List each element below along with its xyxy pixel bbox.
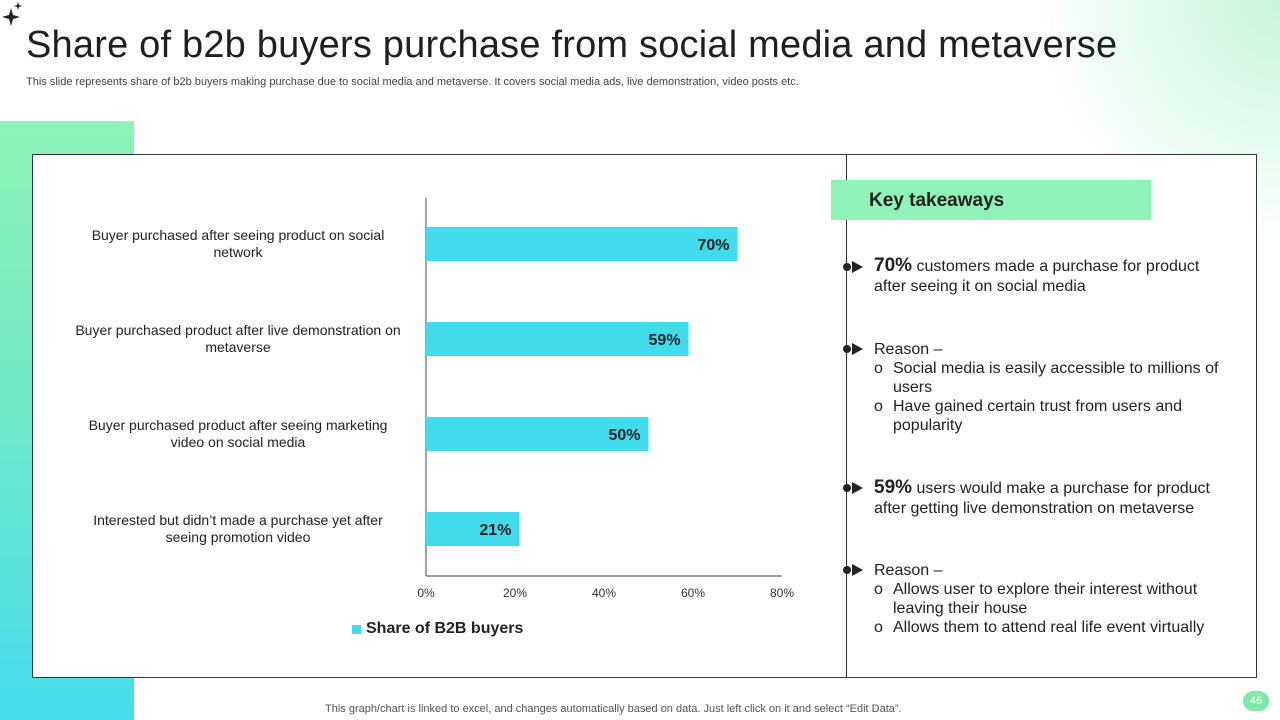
category-label: video on social media	[171, 434, 306, 450]
key-takeaways-title: Key takeaways	[869, 190, 1005, 211]
sub-bullet-marker: o	[874, 581, 883, 598]
takeaway-1-highlight: 70%	[874, 255, 913, 276]
content-divider	[846, 154, 847, 678]
sub-bullet-marker: o	[874, 398, 883, 415]
category-label: metaverse	[205, 339, 271, 355]
reason-2-item: o Allows user to explore their interest …	[874, 581, 1198, 617]
category-label: Buyer purchased product after live demon…	[75, 322, 400, 338]
reason-1-item: o Social media is easily accessible to m…	[874, 360, 1219, 396]
x-tick-label: 20%	[503, 586, 527, 600]
sub-bullet-marker: o	[874, 360, 883, 377]
bullet-arrow-icon	[842, 260, 866, 274]
x-tick-label: 60%	[681, 586, 705, 600]
x-tick-label: 0%	[417, 586, 435, 600]
bar	[426, 322, 689, 356]
key-takeaways-header: Key takeaways	[831, 180, 1151, 220]
sub-bullet-marker: o	[874, 619, 883, 636]
bar	[426, 227, 738, 261]
data-label: 70%	[697, 237, 729, 254]
category-label: seeing promotion video	[166, 529, 311, 545]
data-label: 21%	[479, 522, 511, 539]
legend-label: Share of B2B buyers	[366, 620, 524, 637]
takeaway-point-1: 70% customers made a purchase for produc…	[874, 256, 1234, 297]
reason-2-label: Reason –	[874, 562, 943, 579]
page-title: Share of b2b buyers purchase from social…	[26, 24, 1118, 66]
reason-2-item: o Allows them to attend real life event …	[874, 619, 1205, 636]
bullet-arrow-icon	[842, 563, 866, 577]
bar-chart: 70% Buyer purchased after seeing product …	[75, 198, 794, 600]
bar	[426, 512, 520, 546]
x-tick-label: 80%	[770, 586, 794, 600]
reason-1-item: o Have gained certain trust from users a…	[874, 398, 1183, 434]
takeaway-2-text: users would make a purchase for product …	[874, 480, 1210, 517]
data-label: 59%	[649, 332, 681, 349]
takeaway-point-2: 59% users would make a purchase for prod…	[874, 478, 1234, 519]
reason-1-label: Reason –	[874, 341, 943, 358]
category-label: network	[213, 244, 263, 260]
bullet-arrow-icon	[842, 481, 866, 495]
page-subtitle: This slide represents share of b2b buyer…	[26, 76, 799, 88]
takeaway-2-highlight: 59%	[874, 477, 913, 498]
bar	[426, 417, 649, 451]
data-label: 50%	[608, 427, 640, 444]
category-label: Buyer purchased product after seeing mar…	[89, 417, 388, 433]
sparkle-icon	[2, 2, 22, 26]
chart-legend: Share of B2B buyers	[352, 620, 523, 638]
footer-note: This graph/chart is linked to excel, and…	[325, 703, 902, 715]
takeaway-1-text: customers made a purchase for product af…	[874, 258, 1200, 295]
page-number: 46	[1243, 691, 1269, 711]
bullet-arrow-icon	[842, 342, 866, 356]
category-label: Buyer purchased after seeing product on …	[92, 227, 385, 243]
legend-swatch	[352, 624, 361, 634]
x-tick-label: 40%	[592, 586, 616, 600]
category-label: Interested but didn’t made a purchase ye…	[93, 512, 383, 528]
